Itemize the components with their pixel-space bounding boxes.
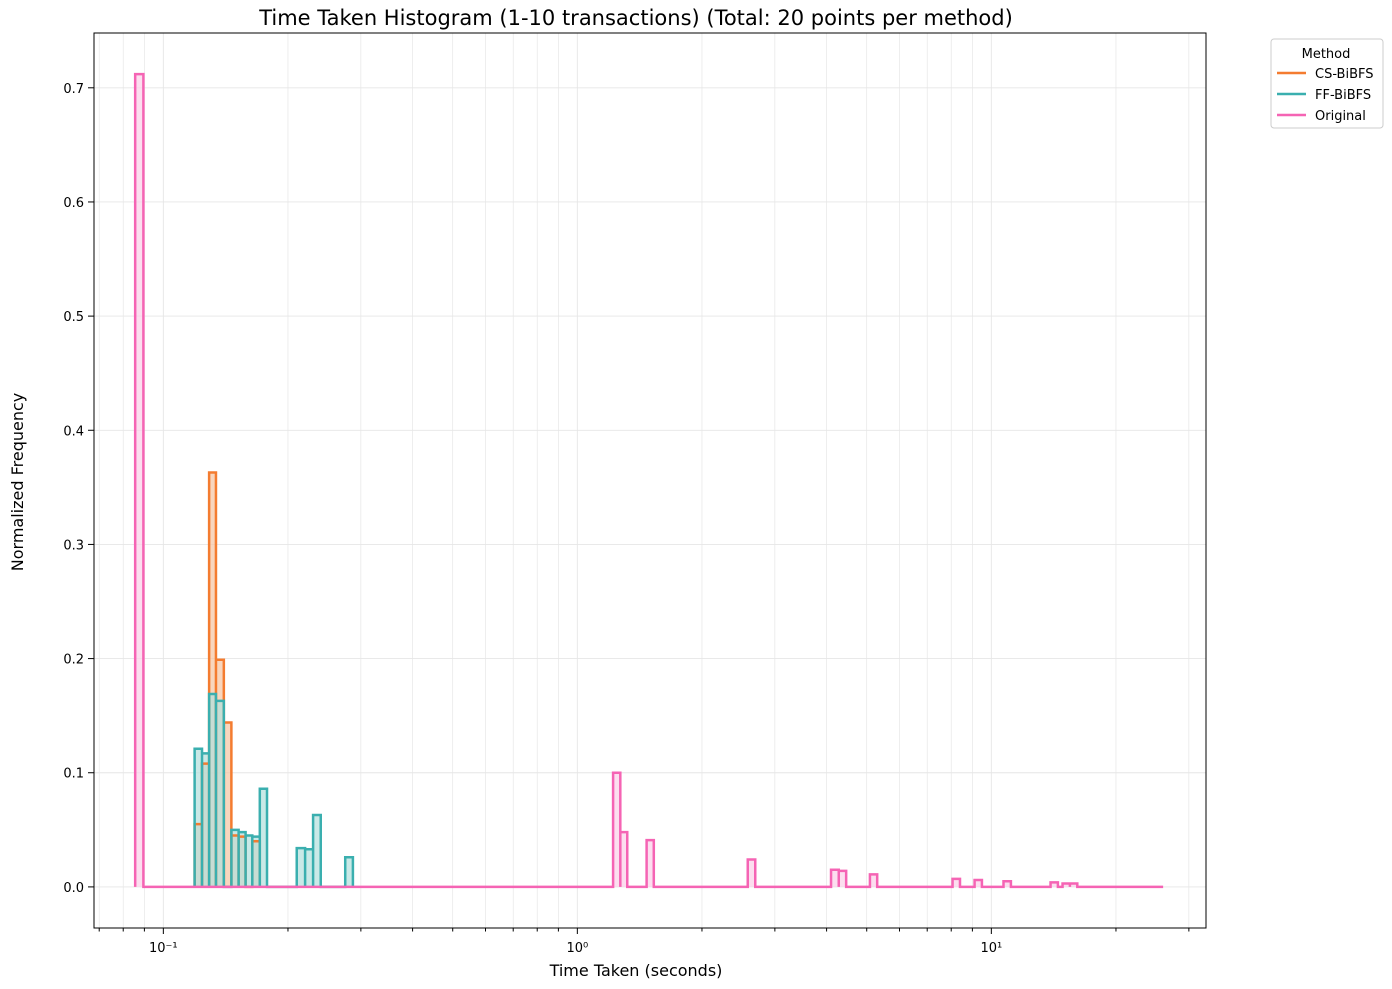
histogram-bar [238,832,246,887]
histogram-bar [259,788,268,887]
histogram-bar [952,878,960,887]
histogram-bar [646,840,654,887]
y-tick-label: 0.4 [63,424,84,439]
histogram-bar [1069,883,1078,887]
histogram-bar [194,748,203,887]
y-tick-label: 0.6 [63,196,84,211]
y-tick-label: 0.5 [63,310,84,325]
histogram-bar [831,869,839,887]
histogram-bar [296,848,306,887]
histogram-bar [747,859,756,887]
histogram-bar [231,829,239,887]
x-tick-label: 10⁻¹ [149,941,178,956]
histogram-bar [974,880,982,887]
y-tick-label: 0.1 [63,767,84,782]
histogram-bar [838,870,847,887]
legend-items: CS-BiBFS FF-BiBFS Original [1277,67,1374,124]
plot-area-frame [93,32,1207,929]
y-tick-label: 0.2 [63,653,84,668]
histogram-bar [135,74,144,887]
histogram-outline [133,72,1164,889]
legend-label: CS-BiBFS [1315,67,1374,82]
histogram-bar [209,472,216,887]
histogram-bar [245,835,253,887]
histogram-bar [1062,883,1070,887]
y-tick-label: 0.3 [63,538,84,553]
y-axis-label: Normalized Frequency [8,393,27,571]
legend: Method CS-BiBFS FF-BiBFS Original [1270,38,1384,129]
y-tick-label: 0.7 [63,82,84,97]
x-tick-label: 10⁰ [566,941,588,956]
legend-label: Original [1315,109,1366,124]
histogram-bar [620,832,628,887]
x-tick-label: 10¹ [980,941,1002,956]
histogram-bar [209,693,216,887]
histogram-bar [1003,881,1011,887]
histogram-bar [215,700,224,887]
histogram-bar [313,814,321,887]
histogram-outlines [133,72,1164,889]
legend-title: Method [1302,47,1351,62]
chart-title: Time Taken Histogram (1-10 transactions)… [258,6,1013,30]
x-axis-ticks: 10⁻¹ 10⁰ 10¹ [98,928,1190,956]
histogram-fills [135,74,1078,887]
histogram-bar [613,772,621,887]
histogram-bar [869,874,878,887]
x-axis-label: Time Taken (seconds) [549,961,723,980]
legend-box [1270,38,1384,129]
y-axis-ticks: 0.0 0.1 0.2 0.3 0.4 0.5 0.6 0.7 [63,82,94,896]
histogram-bar [223,722,232,887]
histogram-bar [1050,882,1058,887]
y-tick-label: 0.0 [63,881,84,896]
histogram-bar [202,753,210,887]
histogram-bar [345,857,353,887]
histogram-bar [305,849,314,887]
histogram-bar [252,836,260,887]
legend-label: FF-BiBFS [1315,88,1371,103]
